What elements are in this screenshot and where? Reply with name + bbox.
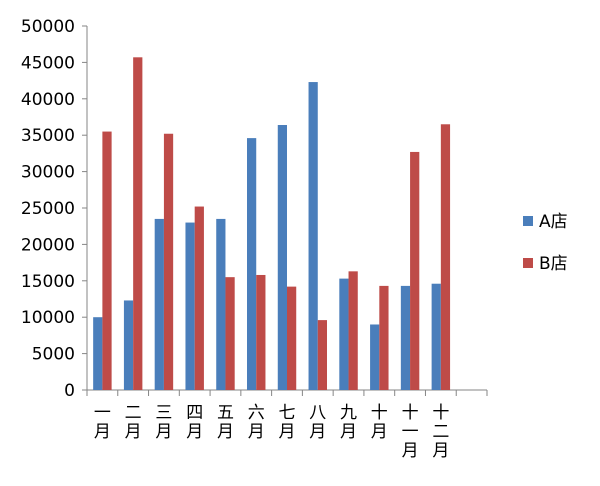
bar-a-1 [93,317,103,390]
bar-b-12 [440,124,451,390]
y-tick-label: 0 [64,381,75,401]
bar-a-6 [247,138,257,390]
y-tick-label: 35000 [21,126,75,146]
x-tick-label: 二月 [125,403,142,442]
y-axis: 0 5000 10000 15000 20000 25000 30000 35000 40000… [21,17,88,401]
bar-a-12 [431,283,441,390]
y-tick-label: 5000 [32,345,75,365]
bar-b-10 [379,285,389,390]
bar-b-5 [225,277,235,390]
bar-a-3 [154,218,164,390]
legend-swatch-b [523,258,533,268]
x-tick-label: 四月 [186,403,203,442]
x-tick-label: 十月 [371,403,388,442]
y-tick-label: 40000 [21,90,75,110]
bar-a-10 [370,324,380,390]
bar-a-4 [185,222,195,390]
legend: A店 B店 [523,212,568,274]
y-tick-label: 50000 [21,17,75,37]
bar-a-8 [308,82,318,390]
y-tick-label: 30000 [21,163,75,183]
bar-a-7 [277,125,287,391]
y-tick-label: 10000 [21,308,75,328]
bar-b-8 [317,320,327,390]
bar-b-7 [287,286,297,390]
x-tick-label: 五月 [217,403,234,442]
bar-a-2 [123,300,134,390]
x-tick-label: 三月 [155,403,172,442]
legend-swatch-a [523,216,533,226]
x-tick-label: 八月 [309,403,326,442]
x-tick-label: 九月 [340,403,357,442]
x-tick-label: 十二月 [432,403,449,461]
y-tick-label: 45000 [21,53,75,73]
y-tick-label: 25000 [21,199,75,219]
bar-a-11 [400,285,411,390]
bars [93,57,451,391]
bar-a-5 [216,218,226,390]
legend-label-b: B店 [539,254,568,274]
bar-b-3 [163,133,174,390]
x-tick-label: 六月 [248,403,265,442]
legend-label-a: A店 [539,212,568,232]
x-tick-label: 十一月 [402,403,419,461]
y-tick-label: 20000 [21,235,75,255]
bar-b-9 [348,271,358,390]
y-tick-label: 15000 [21,272,75,292]
bar-b-4 [194,206,204,390]
bar-b-11 [410,151,420,390]
bar-b-1 [102,131,112,390]
bar-b-2 [133,57,143,390]
x-tick-label: 一月 [94,403,111,442]
bar-b-6 [256,274,266,390]
bar-a-9 [339,278,349,390]
x-tick-label: 七月 [279,403,296,442]
